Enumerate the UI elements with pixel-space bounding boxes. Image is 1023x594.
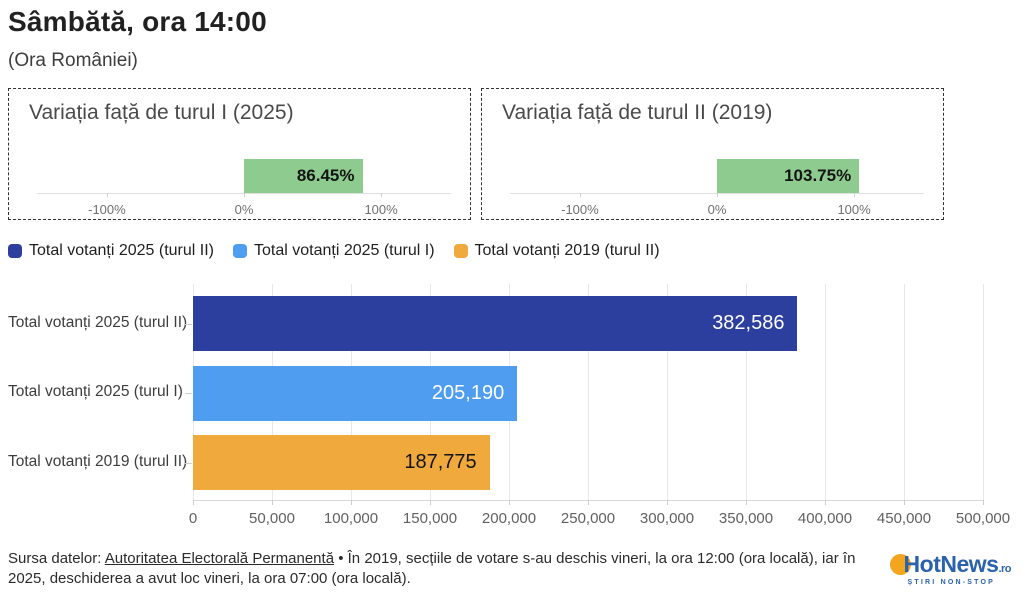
source-note: Sursa datelor: Autoritatea Electorală Pe… — [8, 549, 893, 589]
gridline — [825, 284, 826, 500]
x-axis-tick-label: 150,000 — [402, 510, 458, 527]
legend-item-label: Total votanți 2025 (turul I) — [253, 242, 435, 259]
hotnews-logo-row: HotNews.ro — [889, 551, 1012, 578]
variation-bar[interactable]: 86.45% — [244, 159, 363, 193]
page-title: Sâmbătă, ora 14:00 — [8, 6, 267, 37]
hotnews-tagline: ȘTIRI NON-STOP — [907, 579, 995, 586]
variation-axis-tick-label: 100% — [364, 202, 398, 217]
variation-axis-tick-label: 0% — [707, 202, 727, 217]
x-axis-tick-label: 450,000 — [876, 510, 932, 527]
variation-axis-tick-label: 100% — [837, 202, 871, 217]
turnout-bar-value-label: 205,190 — [431, 381, 505, 404]
x-axis-tick — [193, 500, 194, 505]
variation-panel-2-title: Variația față de turul II (2019) — [502, 101, 773, 124]
legend-swatch-icon — [8, 244, 22, 258]
legend-item-label: Total votanți 2025 (turul II) — [29, 242, 214, 259]
variation-bar-value-label: 103.75% — [784, 166, 852, 185]
category-label: Total votanți 2025 (turul I) — [8, 383, 183, 400]
x-axis-tick — [904, 500, 905, 505]
turnout-bar-value-label: 382,586 — [712, 312, 785, 334]
variation-bar[interactable]: 103.75% — [717, 159, 860, 193]
source-link[interactable]: Autoritatea Electorală Permanentă — [104, 550, 335, 567]
category-tick — [185, 393, 192, 394]
hotnews-sun-icon — [889, 554, 911, 575]
gridline — [746, 284, 747, 500]
variation-panel-1-title: Variația față de turul I (2025) — [29, 101, 294, 124]
legend-swatch-icon — [453, 244, 468, 258]
variation-chart-turul2-2019: -100% 0% 100% 103.75% — [482, 137, 943, 217]
variation-axis-tick — [854, 193, 856, 197]
turnout-bar-chart: 0 50,000 100,000 150,000 200,000 250,000 300,0… — [8, 284, 1015, 536]
variation-axis-tick — [381, 193, 383, 197]
legend-item-label: Total votanți 2019 (turul II) — [474, 242, 660, 259]
gridline — [904, 284, 905, 500]
turnout-bar[interactable]: 187,775 — [193, 435, 490, 490]
variation-axis-tick-label: -100% — [561, 202, 599, 217]
x-axis-tick-label: 100,000 — [323, 510, 379, 527]
x-axis-tick-label: 0 — [188, 510, 198, 527]
category-tick — [185, 323, 192, 325]
legend-item-1[interactable]: Total votanți 2025 (turul I) — [232, 242, 435, 260]
x-axis-tick-label: 50,000 — [249, 510, 295, 527]
category-label: Total votanți 2019 (turul II) — [8, 452, 188, 470]
gridline — [667, 284, 668, 500]
legend-item-2[interactable]: Total votanți 2019 (turul II) — [453, 242, 660, 260]
x-axis-tick-label: 250,000 — [560, 510, 616, 527]
category-label: Total votanți 2025 (turul II) — [8, 313, 188, 331]
x-axis-tick — [746, 500, 747, 505]
turnout-bar[interactable]: 205,190 — [193, 365, 518, 421]
hotnews-brand-text: HotNews.ro — [903, 551, 1012, 577]
gridline — [983, 284, 984, 500]
x-axis-tick — [351, 500, 352, 505]
chart-legend: Total votanți 2025 (turul II) Total votan… — [8, 242, 660, 260]
footer-note: În 2019, secțiile de votare s-au deschis… — [8, 550, 856, 587]
x-axis-tick — [509, 500, 510, 505]
variation-chart-turul1-2025: -100% 0% 100% 86.45% — [9, 137, 470, 217]
x-axis-tick-label: 300,000 — [639, 510, 695, 527]
x-axis-tick-label: 500,000 — [955, 510, 1011, 527]
variation-axis-tick — [106, 193, 108, 197]
variation-panel-turul1-2025: Variația față de turul I (2025) -100% 0% 1… — [8, 88, 471, 220]
x-axis-tick-label: 350,000 — [718, 510, 774, 527]
variation-panel-turul2-2019: Variația față de turul II (2019) -100% 0%… — [481, 88, 944, 220]
turnout-bar-value-label: 187,775 — [404, 451, 477, 473]
hotnews-tld: .ro — [998, 563, 1011, 575]
footer-separator: • — [334, 550, 348, 567]
source-prefix: Sursa datelor: — [8, 550, 105, 567]
x-axis-tick-label: 200,000 — [481, 510, 537, 527]
x-axis-tick — [588, 500, 589, 505]
variation-axis-tick — [579, 193, 581, 197]
gridline — [588, 284, 589, 500]
hotnews-logo[interactable]: HotNews.ro ȘTIRI NON-STOP — [889, 551, 1012, 586]
page-subtitle: (Ora României) — [8, 50, 138, 71]
variation-axis-tick-label: 0% — [234, 202, 254, 217]
variation-axis-tick-label: -100% — [88, 202, 126, 217]
variation-bar-value-label: 86.45% — [296, 166, 355, 185]
variation-axis-tick — [717, 193, 718, 197]
variation-axis-tick — [244, 193, 245, 197]
x-axis-tick — [825, 500, 826, 505]
category-tick — [185, 462, 192, 464]
x-axis-tick-label: 400,000 — [797, 510, 853, 527]
turnout-bar[interactable]: 382,586 — [193, 296, 798, 351]
x-axis-tick — [667, 500, 668, 505]
x-axis-tick — [983, 500, 984, 505]
legend-swatch-icon — [232, 244, 247, 258]
x-axis-tick — [272, 500, 273, 505]
x-axis-tick — [430, 500, 431, 505]
variation-panels: Variația față de turul I (2025) -100% 0% 1… — [8, 88, 944, 220]
legend-item-0[interactable]: Total votanți 2025 (turul II) — [8, 242, 214, 260]
